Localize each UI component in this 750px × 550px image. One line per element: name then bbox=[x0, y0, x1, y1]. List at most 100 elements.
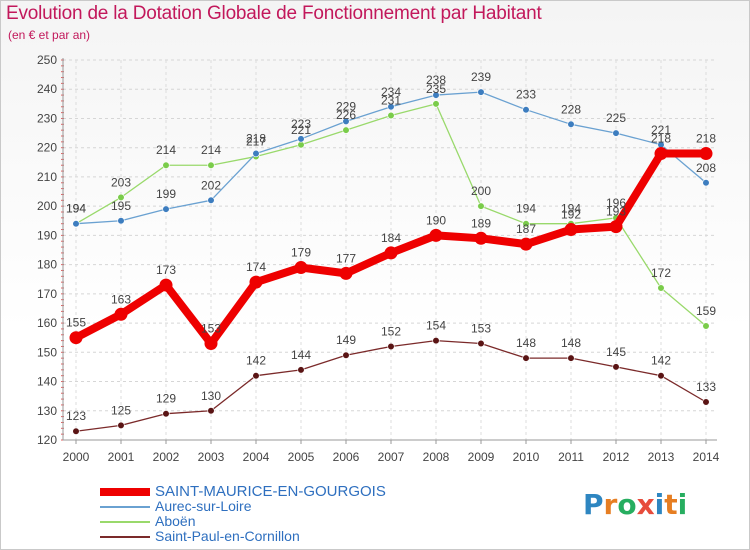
legend-swatch bbox=[100, 506, 150, 508]
data-label: 233 bbox=[516, 88, 536, 102]
data-point bbox=[657, 372, 665, 380]
data-point bbox=[609, 220, 623, 234]
data-label: 129 bbox=[156, 392, 176, 406]
chart-title: Evolution de la Dotation Globale de Fonc… bbox=[6, 3, 542, 24]
data-label: 133 bbox=[696, 380, 716, 394]
y-tick-label: 240 bbox=[37, 82, 57, 96]
data-point bbox=[207, 196, 215, 204]
y-tick-label: 230 bbox=[37, 111, 57, 125]
y-tick-label: 210 bbox=[37, 170, 57, 184]
data-label: 153 bbox=[471, 322, 491, 336]
legend-label: Saint-Paul-en-Cornillon bbox=[155, 528, 300, 544]
data-point bbox=[699, 147, 713, 161]
data-label: 194 bbox=[561, 202, 581, 216]
x-tick-label: 2000 bbox=[63, 450, 90, 464]
data-point bbox=[117, 217, 125, 225]
data-label: 199 bbox=[156, 187, 176, 201]
data-label: 149 bbox=[336, 333, 356, 347]
data-label: 221 bbox=[291, 123, 311, 137]
legend-label: Aboën bbox=[155, 513, 196, 529]
data-point bbox=[654, 147, 668, 161]
y-tick-label: 130 bbox=[37, 404, 57, 418]
data-label: 226 bbox=[336, 108, 356, 122]
data-point bbox=[339, 266, 353, 280]
data-label: 208 bbox=[696, 161, 716, 175]
x-tick-label: 2011 bbox=[558, 450, 584, 464]
data-label: 194 bbox=[66, 202, 86, 216]
data-label: 153 bbox=[201, 322, 221, 336]
data-label: 173 bbox=[156, 263, 176, 277]
x-tick-label: 2004 bbox=[243, 450, 270, 464]
data-label: 218 bbox=[696, 132, 716, 146]
data-point bbox=[477, 202, 485, 210]
x-tick-label: 2008 bbox=[423, 450, 450, 464]
logo-letter: i bbox=[654, 488, 665, 521]
data-point bbox=[252, 149, 260, 158]
data-label: 223 bbox=[291, 117, 311, 131]
x-tick-label: 2006 bbox=[333, 450, 360, 464]
data-point bbox=[702, 179, 710, 187]
data-point bbox=[387, 342, 395, 351]
logo-letter: t bbox=[664, 488, 678, 521]
data-point bbox=[342, 117, 350, 125]
data-label: 172 bbox=[651, 266, 671, 280]
data-label: 154 bbox=[426, 319, 446, 333]
x-tick-label: 2003 bbox=[198, 450, 225, 464]
data-point bbox=[204, 337, 218, 351]
data-label: 148 bbox=[561, 336, 581, 350]
data-point bbox=[117, 421, 125, 429]
data-point bbox=[522, 106, 530, 114]
data-label: 200 bbox=[471, 184, 491, 198]
data-label: 214 bbox=[156, 143, 176, 157]
data-label: 152 bbox=[381, 324, 401, 338]
data-label: 218 bbox=[246, 132, 266, 146]
x-tick-label: 2014 bbox=[693, 450, 720, 464]
data-point bbox=[432, 100, 440, 108]
data-point bbox=[702, 398, 710, 406]
data-point bbox=[297, 366, 305, 374]
data-label: 235 bbox=[426, 82, 446, 96]
data-point bbox=[249, 275, 263, 289]
data-point bbox=[69, 331, 83, 345]
logo-letter: o bbox=[617, 488, 637, 521]
x-tick-label: 2005 bbox=[288, 450, 315, 464]
data-label: 218 bbox=[651, 132, 671, 146]
data-label: 195 bbox=[111, 199, 131, 213]
logo-letter: P bbox=[583, 488, 604, 521]
data-point bbox=[522, 220, 530, 228]
proxiti-logo: Proxiti bbox=[583, 488, 687, 521]
legend-label: Aurec-sur-Loire bbox=[155, 498, 252, 514]
data-label: 190 bbox=[426, 213, 446, 227]
data-label: 145 bbox=[606, 345, 626, 359]
data-label: 234 bbox=[381, 85, 401, 99]
data-point bbox=[432, 91, 440, 99]
data-label: 228 bbox=[561, 102, 581, 116]
data-point bbox=[477, 339, 485, 348]
y-tick-label: 250 bbox=[37, 53, 57, 67]
data-label: 194 bbox=[516, 202, 536, 216]
x-tick-label: 2010 bbox=[513, 450, 540, 464]
legend-swatch bbox=[100, 536, 150, 538]
data-point bbox=[702, 322, 710, 330]
x-tick-label: 2002 bbox=[153, 450, 180, 464]
data-point bbox=[519, 237, 533, 251]
data-label: 221 bbox=[651, 123, 671, 137]
x-tick-label: 2013 bbox=[648, 450, 675, 464]
data-point bbox=[387, 111, 395, 120]
data-label: 229 bbox=[336, 99, 356, 113]
data-point bbox=[294, 261, 308, 275]
data-point bbox=[384, 246, 398, 260]
data-label: 174 bbox=[246, 260, 266, 274]
legend-swatch bbox=[100, 521, 150, 523]
data-label: 189 bbox=[471, 216, 491, 230]
data-label: 148 bbox=[516, 336, 536, 350]
data-point bbox=[387, 103, 395, 111]
data-point bbox=[207, 161, 215, 169]
data-label: 203 bbox=[111, 175, 131, 189]
data-label: 142 bbox=[651, 354, 671, 368]
data-point bbox=[612, 129, 620, 137]
data-point bbox=[252, 372, 260, 380]
data-label: 192 bbox=[561, 208, 581, 222]
